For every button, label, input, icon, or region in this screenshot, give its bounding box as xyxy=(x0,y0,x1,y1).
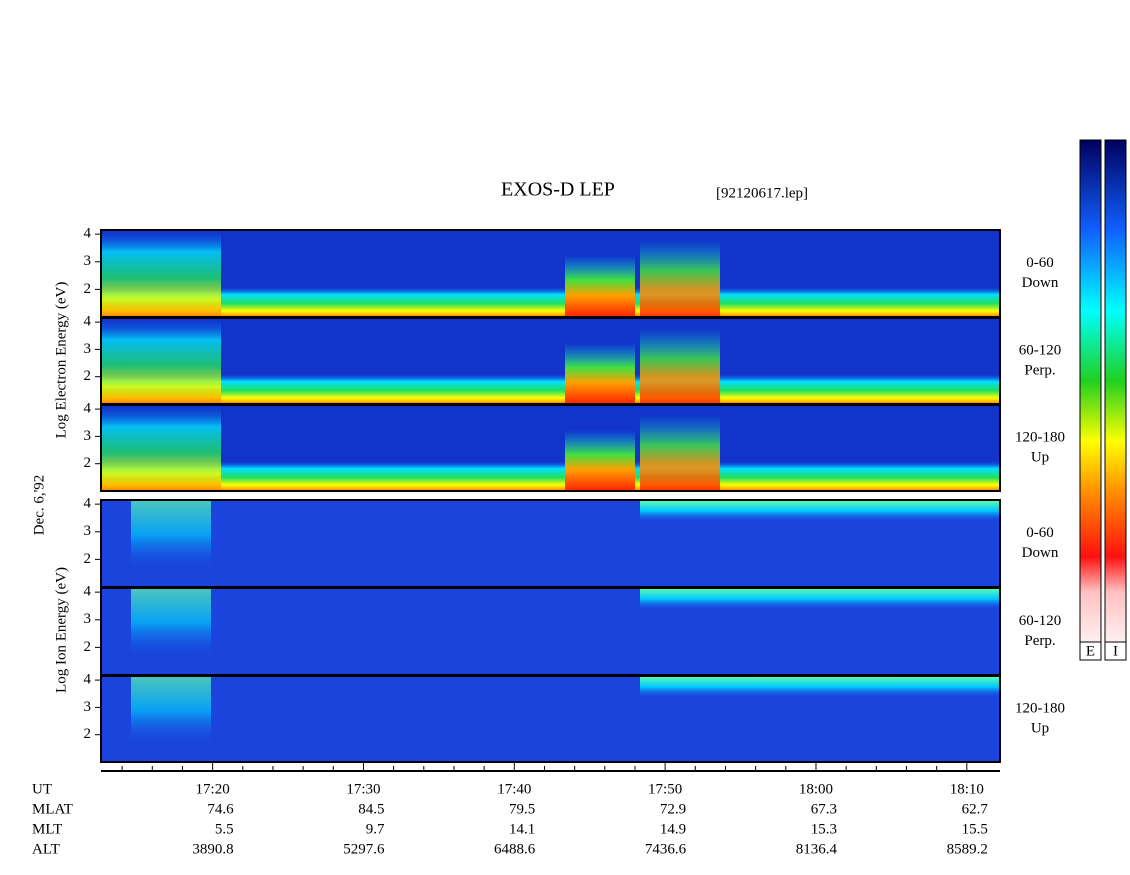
x-tick-label: 17:20 xyxy=(196,781,230,797)
row-value: 5.5 xyxy=(215,821,234,837)
flux-early xyxy=(101,318,221,404)
panel-label: 120-180 xyxy=(1015,700,1065,716)
y-tick-label: 4 xyxy=(84,226,92,242)
row-label: UT xyxy=(32,781,52,797)
flux-band xyxy=(640,588,1000,610)
row-value: 67.3 xyxy=(811,801,837,817)
row-value: 15.3 xyxy=(811,821,837,837)
y-tick-label: 4 xyxy=(84,672,92,688)
panel-label: 0-60 xyxy=(1026,525,1054,541)
panel-label: 60-120 xyxy=(1019,613,1062,629)
colorbar-label-box xyxy=(1104,641,1127,661)
flux-band xyxy=(101,374,1000,404)
panel-label: Up xyxy=(1031,449,1049,465)
y-tick-label: 3 xyxy=(84,523,92,539)
flux-band xyxy=(101,461,1000,491)
x-tick-label: 18:00 xyxy=(799,781,833,797)
flux-hot xyxy=(640,240,720,317)
row-value: 79.5 xyxy=(509,801,535,817)
row-value: 6488.6 xyxy=(494,841,536,857)
row-value: 74.6 xyxy=(207,801,234,817)
flux-hot xyxy=(565,343,635,404)
flux-band xyxy=(640,676,1000,698)
panel-label: Up xyxy=(1031,720,1049,736)
row-value: 84.5 xyxy=(358,801,384,817)
file-name: [92120617.lep] xyxy=(716,185,808,201)
title: EXOS-D LEP xyxy=(501,179,615,201)
flux-early xyxy=(131,676,211,745)
flux-early xyxy=(131,500,211,570)
colorbar xyxy=(1079,139,1102,643)
flux-early xyxy=(131,588,211,658)
panel-frame xyxy=(100,404,1001,492)
row-value: 72.9 xyxy=(660,801,686,817)
y-tick-label: 2 xyxy=(84,455,92,471)
flux-band xyxy=(640,500,1000,522)
flux-early xyxy=(101,230,221,317)
x-tick-label: 17:50 xyxy=(648,781,682,797)
row-label: MLAT xyxy=(32,801,73,817)
y-tick-label: 2 xyxy=(84,639,92,655)
row-label: ALT xyxy=(32,841,60,857)
row-value: 7436.6 xyxy=(645,841,687,857)
flux-early xyxy=(101,405,221,491)
y-tick-label: 3 xyxy=(84,253,92,269)
x-tick-label: 18:10 xyxy=(950,781,984,797)
y-tick-label: 3 xyxy=(84,611,92,627)
y-tick-label: 3 xyxy=(84,341,92,357)
colorbar xyxy=(1104,139,1127,643)
y-tick-label: 4 xyxy=(84,314,92,330)
row-value: 8589.2 xyxy=(947,841,988,857)
row-value: 9.7 xyxy=(366,821,385,837)
flux-hot xyxy=(640,328,720,404)
y-tick-label: 3 xyxy=(84,428,92,444)
flux-hot xyxy=(565,430,635,491)
panel-frame xyxy=(100,675,1001,763)
x-tick-label: 17:40 xyxy=(497,781,531,797)
axis-label: Log Ion Energy (eV) xyxy=(53,567,69,693)
axis-label: Log Electron Energy (eV) xyxy=(53,282,69,439)
panel-label: Perp. xyxy=(1024,633,1055,649)
panel-label: Down xyxy=(1022,545,1059,561)
row-value: 5297.6 xyxy=(343,841,385,857)
y-tick-label: 2 xyxy=(84,281,92,297)
panel-label: 0-60 xyxy=(1026,255,1054,271)
row-label: MLT xyxy=(32,821,62,837)
colorbar-label: I xyxy=(1113,643,1118,659)
y-tick-label: 2 xyxy=(84,551,92,567)
row-value: 8136.4 xyxy=(796,841,838,857)
row-value: 15.5 xyxy=(962,821,988,837)
y-tick-label: 3 xyxy=(84,699,92,715)
y-tick-label: 2 xyxy=(84,726,92,742)
row-value: 3890.8 xyxy=(192,841,233,857)
date-label: Dec. 6,'92 xyxy=(31,475,47,536)
flux-band xyxy=(101,287,1000,317)
panel-label: Down xyxy=(1022,275,1059,291)
flux-hot xyxy=(565,255,635,317)
colorbar-label-box xyxy=(1079,641,1102,661)
row-value: 14.9 xyxy=(660,821,686,837)
row-value: 62.7 xyxy=(962,801,989,817)
y-tick-label: 4 xyxy=(84,401,92,417)
row-value: 14.1 xyxy=(509,821,535,837)
flux-hot xyxy=(640,415,720,491)
panel-label: Perp. xyxy=(1024,362,1055,378)
y-tick-label: 4 xyxy=(84,584,92,600)
y-tick-label: 2 xyxy=(84,368,92,384)
panel-label: 60-120 xyxy=(1019,342,1062,358)
x-tick-label: 17:30 xyxy=(346,781,380,797)
colorbar-label: E xyxy=(1086,643,1095,659)
y-tick-label: 4 xyxy=(84,496,92,512)
panel-label: 120-180 xyxy=(1015,429,1065,445)
